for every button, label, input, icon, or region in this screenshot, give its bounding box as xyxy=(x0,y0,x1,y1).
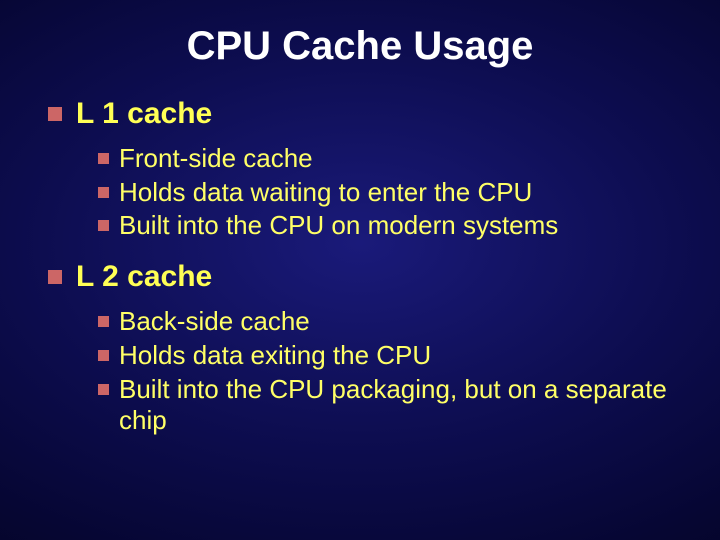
list-item: Back-side cache xyxy=(98,306,680,338)
sub-list: Back-side cache Holds data exiting the C… xyxy=(48,306,680,437)
square-bullet-icon xyxy=(48,270,62,284)
square-bullet-icon xyxy=(98,350,109,361)
list-item: L 1 cache xyxy=(48,97,680,131)
list-item: L 2 cache xyxy=(48,260,680,294)
square-bullet-icon xyxy=(98,187,109,198)
bullet-text: Front-side cache xyxy=(119,143,313,175)
list-item: Front-side cache xyxy=(98,143,680,175)
bullet-text: Built into the CPU on modern systems xyxy=(119,210,558,242)
sub-list: Front-side cache Holds data waiting to e… xyxy=(48,143,680,242)
section-heading: L 2 cache xyxy=(76,260,212,294)
slide-title: CPU Cache Usage xyxy=(40,24,680,69)
bullet-text: Holds data exiting the CPU xyxy=(119,340,431,372)
square-bullet-icon xyxy=(98,384,109,395)
list-item: Holds data waiting to enter the CPU xyxy=(98,177,680,209)
square-bullet-icon xyxy=(98,220,109,231)
slide-body: L 1 cache Front-side cache Holds data wa… xyxy=(40,97,680,437)
list-item: Built into the CPU on modern systems xyxy=(98,210,680,242)
bullet-text: Built into the CPU packaging, but on a s… xyxy=(119,374,679,437)
square-bullet-icon xyxy=(48,107,62,121)
section-heading: L 1 cache xyxy=(76,97,212,131)
square-bullet-icon xyxy=(98,316,109,327)
list-item: Built into the CPU packaging, but on a s… xyxy=(98,374,680,437)
bullet-text: Back-side cache xyxy=(119,306,310,338)
list-item: Holds data exiting the CPU xyxy=(98,340,680,372)
square-bullet-icon xyxy=(98,153,109,164)
bullet-text: Holds data waiting to enter the CPU xyxy=(119,177,532,209)
